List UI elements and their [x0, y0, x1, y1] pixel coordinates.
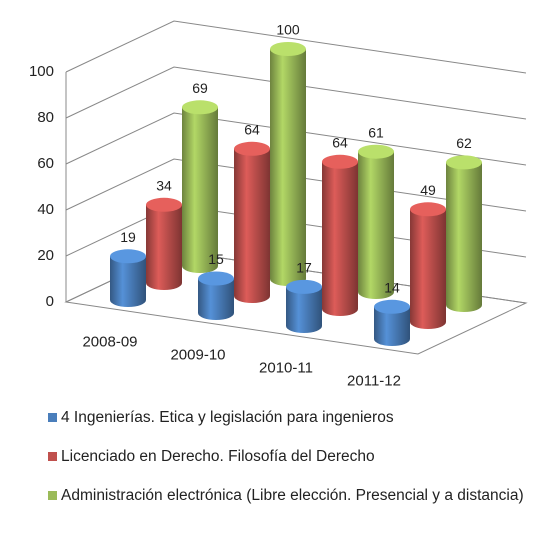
data-label: 100	[276, 22, 300, 38]
bar	[198, 271, 234, 320]
y-tick-label: 80	[37, 109, 54, 126]
bar-top	[270, 42, 306, 56]
bar-top	[374, 299, 410, 314]
data-label: 64	[244, 122, 260, 138]
bar	[270, 42, 306, 286]
bar-body	[322, 161, 358, 316]
legend-item: Administración electrónica (Libre elecci…	[48, 486, 548, 505]
legend-swatch	[48, 491, 57, 500]
y-tick-label: 40	[37, 201, 54, 218]
data-label: 15	[208, 251, 224, 267]
bar	[110, 249, 146, 307]
x-tick-label: 2011-12	[347, 372, 401, 389]
legend-item: Licenciado en Derecho. Filosofía del Der…	[48, 447, 548, 466]
bar	[446, 155, 482, 312]
x-tick-label: 2009-10	[170, 346, 225, 363]
bar-top	[146, 197, 182, 212]
grid-line	[65, 112, 527, 166]
legend-swatch	[48, 452, 57, 461]
bar-body	[234, 148, 270, 303]
bar-top	[182, 100, 218, 115]
x-tick-label: 2008-09	[82, 333, 137, 350]
data-label: 19	[120, 229, 136, 245]
grid-line	[65, 158, 527, 212]
grid-line	[65, 20, 527, 74]
bar	[374, 299, 410, 346]
legend-label: Administración electrónica (Libre elecci…	[61, 487, 524, 504]
legend-label: 4 Ingenierías. Etica y legislación para …	[61, 409, 394, 426]
data-label: 49	[420, 182, 436, 198]
bar-top	[234, 141, 270, 156]
bar-top	[286, 279, 322, 294]
bar-body	[110, 256, 146, 307]
legend: 4 Ingenierías. Etica y legislación para …	[48, 408, 548, 525]
bar-top	[446, 155, 482, 170]
data-label: 64	[332, 135, 348, 151]
bar-top	[198, 271, 234, 286]
bar	[286, 279, 322, 333]
bar-body	[374, 306, 410, 346]
bar-body	[358, 151, 394, 299]
data-label: 61	[368, 124, 384, 140]
bar-top	[410, 202, 446, 217]
bar-top	[110, 249, 146, 264]
bar-body	[410, 209, 446, 329]
data-label: 62	[456, 135, 472, 151]
data-label: 34	[156, 178, 172, 194]
bar-body	[182, 107, 218, 273]
bar-body	[146, 204, 182, 290]
data-label: 17	[296, 260, 312, 276]
bar-top	[358, 144, 394, 159]
legend-item: 4 Ingenierías. Etica y legislación para …	[48, 408, 548, 427]
grid-line	[65, 66, 527, 120]
y-tick-label: 0	[46, 293, 54, 310]
y-tick-label: 60	[37, 155, 54, 172]
bar-top	[322, 154, 358, 169]
y-tick-label: 100	[29, 63, 54, 80]
bar-body	[286, 286, 322, 333]
chart: 0 20 40 60 80 100 2008-09 2009-10 2010-11 2011-12…	[29, 20, 528, 389]
y-tick-label: 20	[37, 247, 54, 264]
x-tick-label: 2010-11	[259, 359, 313, 376]
bar	[410, 202, 446, 329]
bar-body	[198, 278, 234, 320]
bar	[182, 100, 218, 273]
bar-body	[446, 162, 482, 312]
bar	[322, 154, 358, 316]
data-label: 69	[192, 80, 208, 96]
bar	[358, 144, 394, 299]
bar	[146, 197, 182, 290]
data-label: 14	[384, 280, 400, 296]
legend-swatch	[48, 413, 57, 422]
bar	[234, 141, 270, 303]
legend-label: Licenciado en Derecho. Filosofía del Der…	[61, 448, 375, 465]
bar-body	[270, 49, 306, 286]
